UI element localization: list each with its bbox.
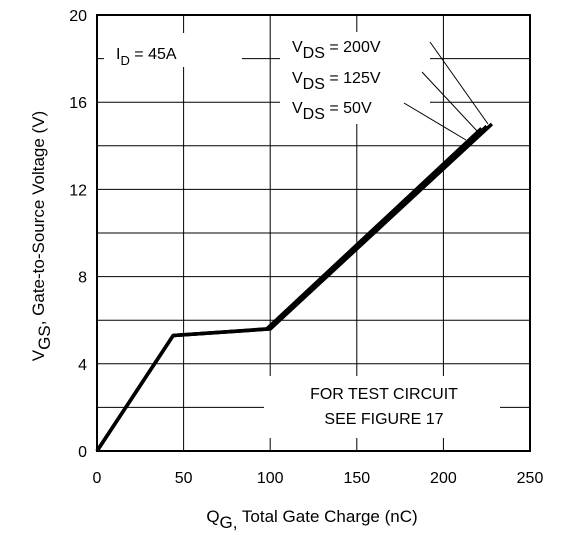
- vds-200-rest: = 200V: [325, 39, 381, 56]
- x-tick-label: 150: [343, 470, 370, 487]
- id-label-box: [104, 33, 242, 67]
- vds-200-main: V: [292, 39, 303, 56]
- x-tick-label: 0: [93, 470, 102, 487]
- y-tick-label: 4: [78, 357, 87, 374]
- plot-frame: [96, 14, 531, 452]
- test-circuit-box: [264, 376, 500, 438]
- y-tick-label: 16: [69, 95, 87, 112]
- tick-labels: 0 50 100 150 200 250 0 4 8 12 16 20: [69, 8, 543, 487]
- x-tick-label: 100: [257, 470, 284, 487]
- y-axis-label: VGS, Gate-to-Source Voltage (V): [29, 111, 54, 361]
- series-line-2: [95, 127, 483, 452]
- x-axis-label-main: Q: [206, 507, 219, 526]
- y-axis-label-main: V: [29, 349, 48, 361]
- test-circuit-line-1: FOR TEST CIRCUIT: [310, 386, 458, 403]
- vds-50-rest: = 50V: [325, 100, 372, 117]
- vds-125-sub: DS: [303, 76, 325, 93]
- vds-200-sub: DS: [303, 45, 325, 62]
- vds-label-box: [280, 32, 430, 124]
- vds-125-main: V: [292, 70, 303, 87]
- y-tick-label: 20: [69, 8, 87, 25]
- vds-label-125: VDS = 125V: [292, 70, 381, 93]
- vds-50-sub: DS: [303, 106, 325, 123]
- vds-labels: VDS = 200V VDS = 125V VDS = 50V: [280, 32, 489, 141]
- y-tick-label: 0: [78, 444, 87, 461]
- series-group: [95, 122, 494, 452]
- y-axis-label-rest: , Gate-to-Source Voltage (V): [29, 111, 48, 326]
- x-tick-label: 50: [175, 470, 193, 487]
- x-tick-label: 250: [517, 470, 544, 487]
- vds-50-leader: [403, 102, 467, 141]
- x-axis-label-sub: G,: [220, 513, 238, 532]
- vds-200-leader: [429, 41, 489, 125]
- y-tick-label: 12: [69, 182, 87, 199]
- vds-125-leader: [421, 71, 479, 133]
- y-tick-label: 8: [78, 270, 87, 287]
- y-axis-label-sub: GS: [35, 325, 54, 350]
- vds-50-main: V: [292, 100, 303, 117]
- id-label-rest: = 45A: [130, 46, 177, 63]
- x-tick-label: 200: [430, 470, 457, 487]
- id-label-sub: D: [120, 53, 129, 68]
- vds-label-200: VDS = 200V: [292, 39, 381, 62]
- vds-label-50: VDS = 50V: [292, 100, 372, 123]
- test-circuit-line-2: SEE FIGURE 17: [324, 411, 443, 428]
- x-axis-label-rest: Total Gate Charge (nC): [238, 507, 418, 526]
- id-label: ID = 45A: [116, 46, 177, 68]
- x-axis-label: QG, Total Gate Charge (nC): [206, 507, 417, 532]
- id-label-main: I: [116, 46, 120, 63]
- vds-125-rest: = 125V: [325, 70, 381, 87]
